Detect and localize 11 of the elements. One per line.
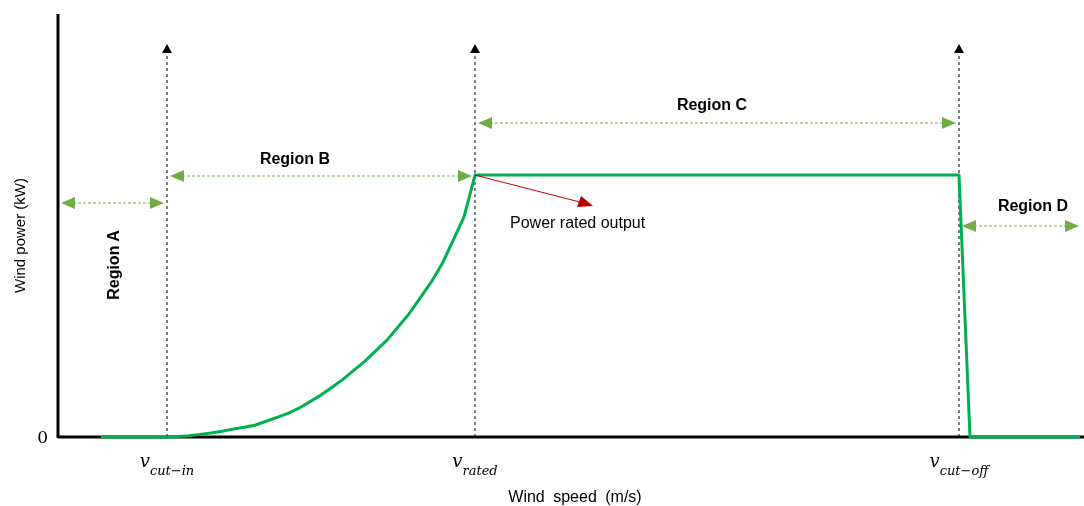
y-axis-title: Wind power (kW) [11,177,28,294]
text: 0 [37,427,48,447]
x-axis-title: Wind speed (m/s) [508,488,642,505]
annotation: Power rated output [510,214,646,232]
annotation: Region D [997,197,1069,214]
x-tick-label: v$_{cut−off}$ [929,450,992,478]
x-tick-label: v$_{rated}$ [452,450,498,478]
annotation: Region A [105,229,122,300]
x-tick-label: v$_{cut−in}$ [139,450,195,478]
text: Region C [676,96,748,113]
text: Region B [259,150,331,167]
